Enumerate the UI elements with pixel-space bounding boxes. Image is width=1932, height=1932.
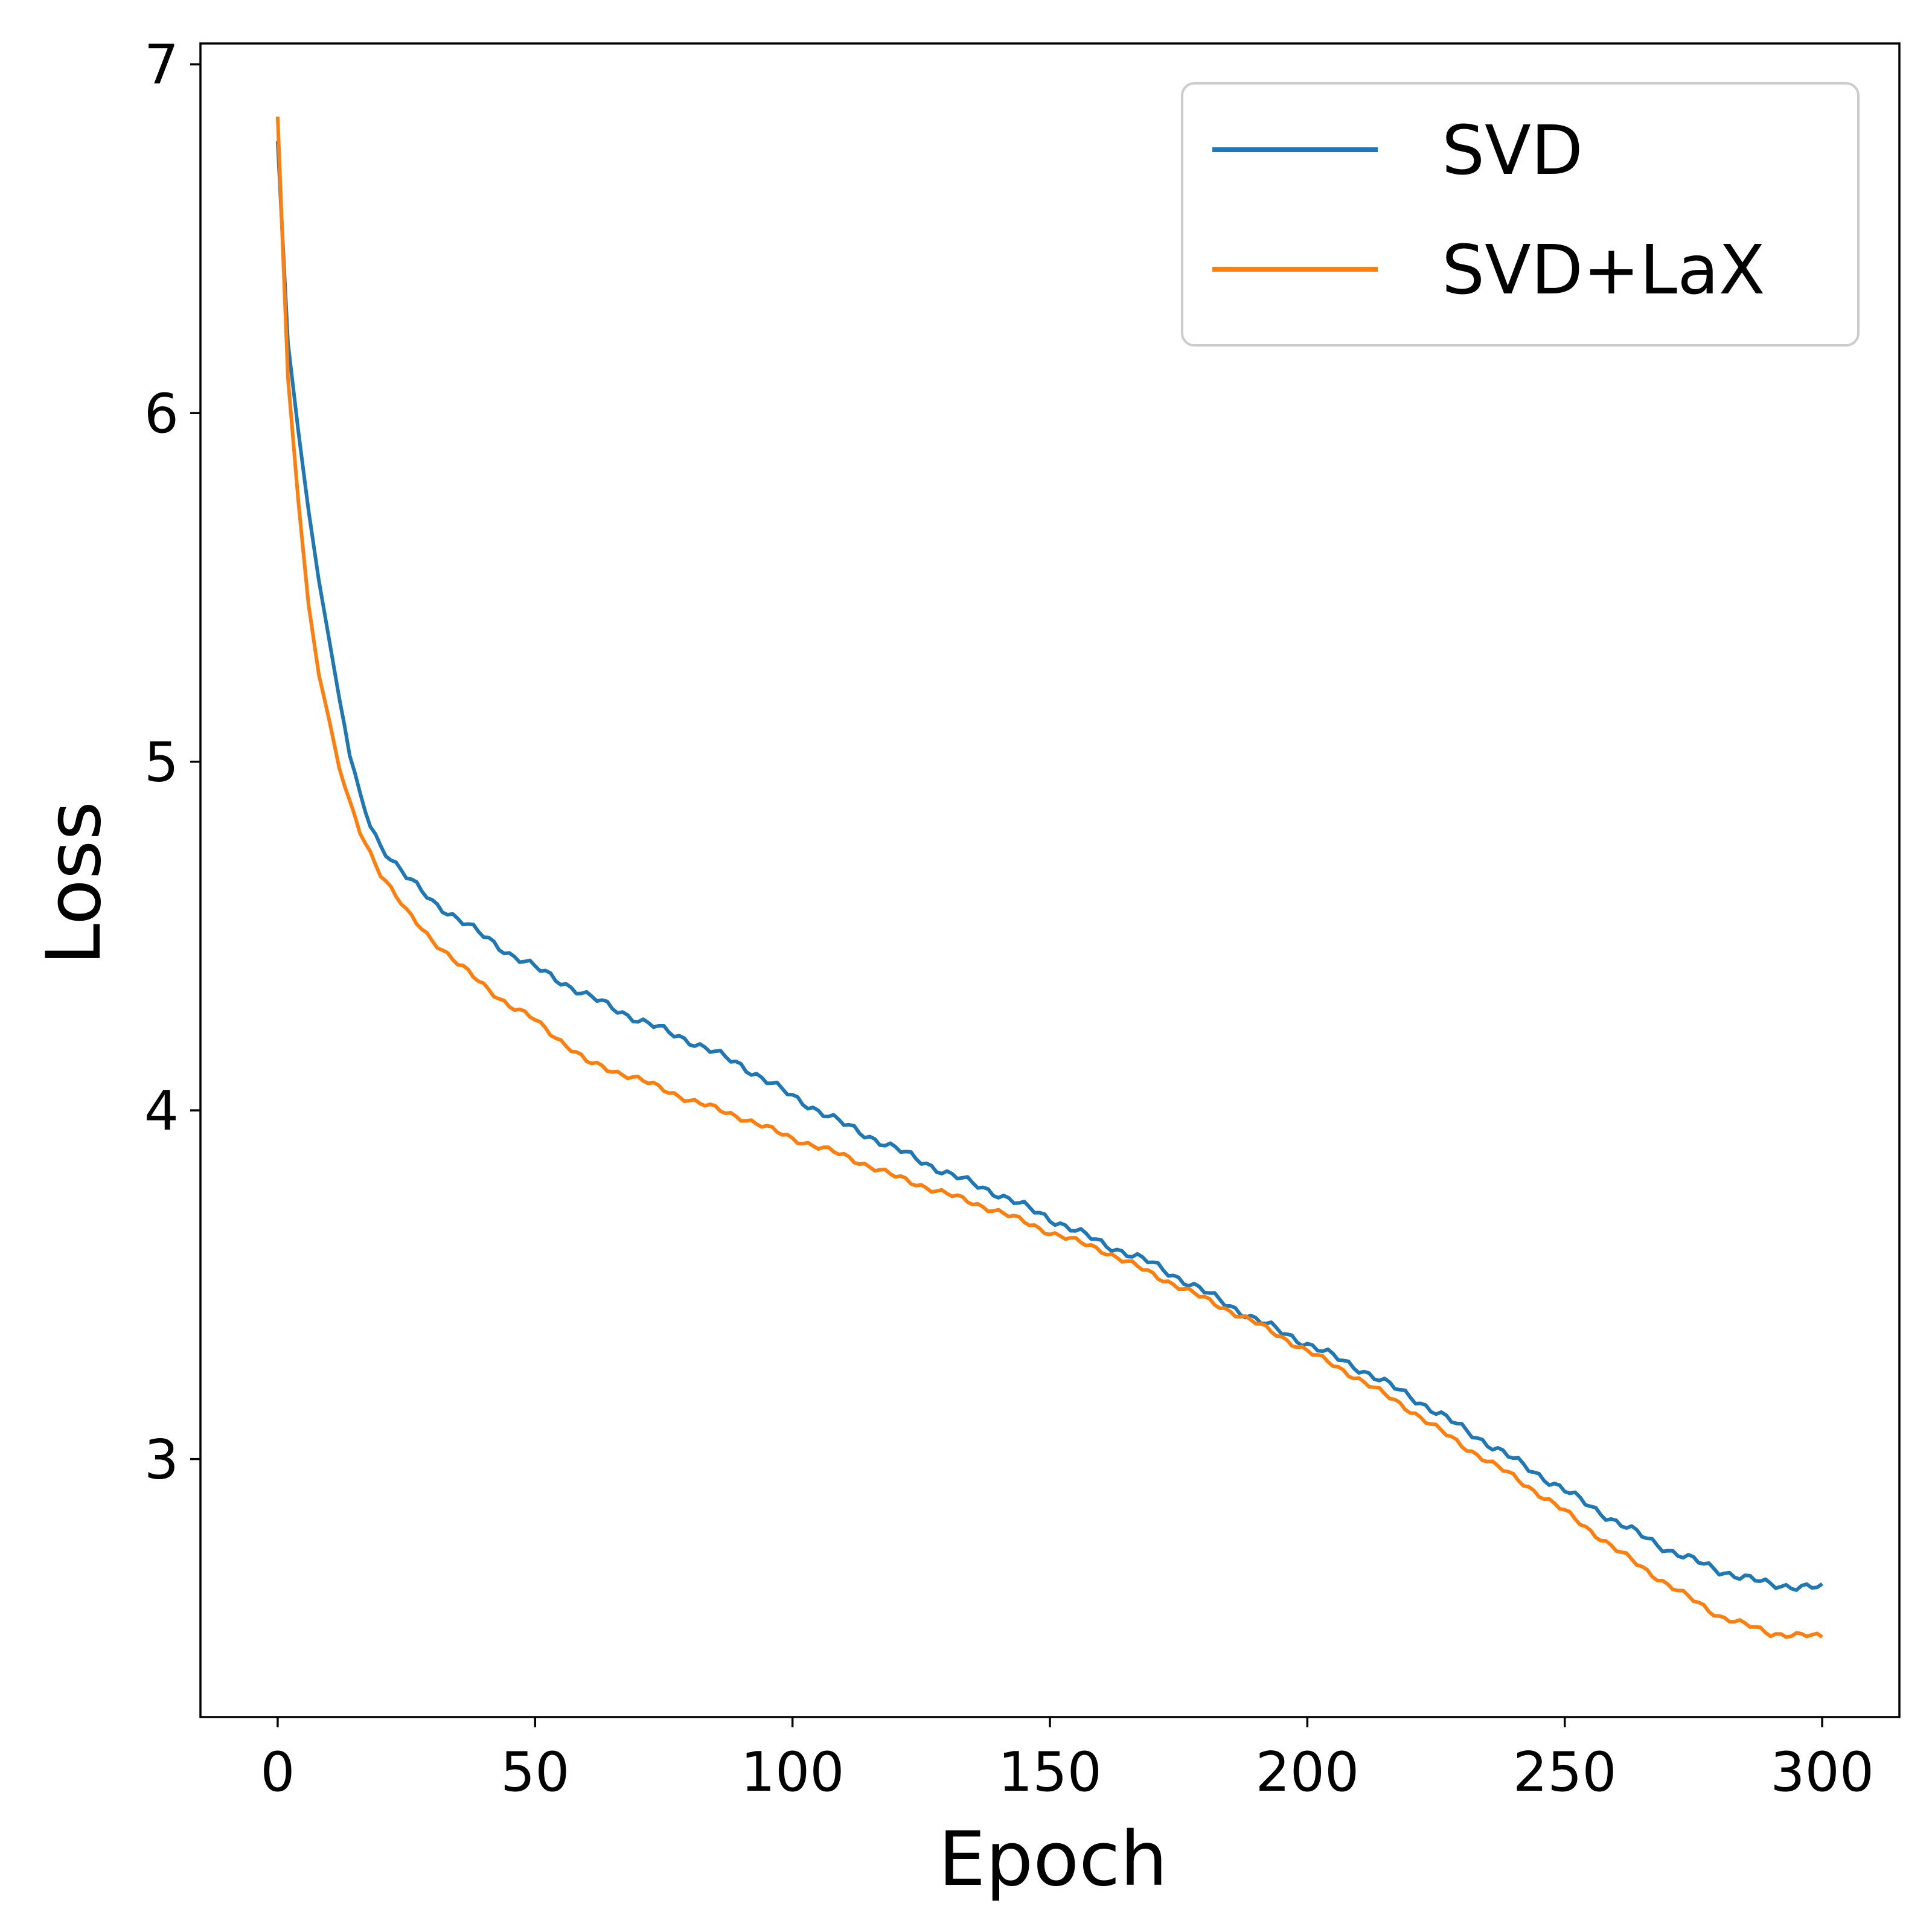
series-line-svd bbox=[275, 141, 1823, 1592]
y-tick-label: 3 bbox=[144, 1428, 179, 1492]
y-tick-label: 5 bbox=[144, 731, 179, 795]
legend-label-svd-lax: SVD+LaX bbox=[1442, 231, 1765, 310]
x-tick-label: 50 bbox=[501, 1741, 570, 1804]
y-tick-label: 4 bbox=[144, 1080, 179, 1143]
y-axis-label: Loss bbox=[31, 801, 118, 965]
legend: SVD SVD+LaX bbox=[1181, 82, 1860, 347]
y-tick-label: 7 bbox=[144, 34, 179, 97]
legend-label-svd: SVD bbox=[1442, 112, 1583, 190]
x-tick-label: 250 bbox=[1513, 1741, 1617, 1804]
series-layer bbox=[275, 117, 1823, 1639]
x-tick-label: 100 bbox=[741, 1741, 845, 1804]
x-tick-label: 200 bbox=[1255, 1741, 1359, 1804]
x-tick-label: 300 bbox=[1770, 1741, 1874, 1804]
x-tick-label: 150 bbox=[998, 1741, 1102, 1804]
x-axis-label: Epoch bbox=[938, 1816, 1168, 1903]
x-tick-label: 0 bbox=[260, 1741, 295, 1804]
y-tick-label: 6 bbox=[144, 382, 179, 446]
series-line-svd-lax bbox=[275, 117, 1823, 1639]
axes-layer: 0 50 100 150 200 250 300 3 4 5 6 7 bbox=[144, 34, 1901, 1804]
